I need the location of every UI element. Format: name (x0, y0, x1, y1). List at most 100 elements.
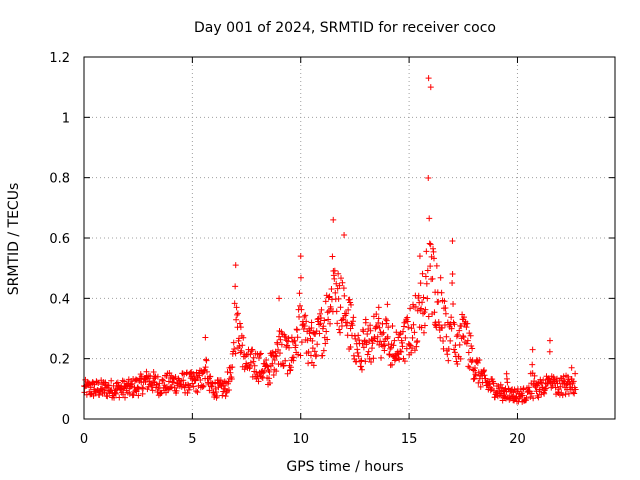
data-point (233, 316, 240, 323)
data-point (219, 392, 226, 399)
data-point (314, 341, 321, 348)
y-tick-label: 0.8 (49, 172, 70, 187)
data-point (269, 360, 276, 367)
data-point (386, 351, 393, 358)
data-point (419, 299, 426, 306)
data-point (334, 320, 341, 327)
data-point (239, 342, 246, 349)
data-point (372, 324, 379, 331)
data-point (391, 337, 398, 344)
data-point (460, 316, 467, 323)
data-point (98, 386, 105, 393)
data-point (471, 367, 478, 374)
data-point (247, 351, 254, 358)
data-point (393, 329, 400, 336)
data-point (420, 329, 427, 336)
data-point (343, 310, 350, 317)
data-point (418, 305, 425, 312)
data-point (417, 306, 424, 313)
data-point (534, 392, 541, 399)
data-point (423, 248, 430, 255)
data-point (258, 373, 265, 380)
data-point (139, 390, 146, 397)
data-point (406, 341, 413, 348)
data-point (332, 289, 339, 296)
data-point (425, 75, 432, 82)
x-tick-label: 0 (80, 432, 88, 447)
data-point (255, 354, 262, 361)
data-point (297, 352, 304, 359)
data-point (256, 351, 263, 358)
data-point (334, 285, 341, 292)
data-point (273, 353, 280, 360)
data-point (358, 357, 365, 364)
data-point (286, 344, 293, 351)
data-point (424, 295, 431, 302)
data-point (298, 306, 305, 313)
data-point (451, 321, 458, 328)
data-point (339, 279, 346, 286)
data-point (225, 378, 232, 385)
data-point (319, 352, 326, 359)
data-point (266, 375, 273, 382)
data-point (450, 301, 457, 308)
data-point (360, 344, 367, 351)
data-point (345, 306, 352, 313)
data-point (474, 359, 481, 366)
data-point (447, 337, 454, 344)
data-point (456, 341, 463, 348)
data-point (389, 361, 396, 368)
data-point (405, 324, 412, 331)
data-point (454, 361, 461, 368)
data-point (160, 377, 167, 384)
data-point (347, 344, 354, 351)
data-point (367, 327, 374, 334)
data-point (264, 363, 271, 370)
data-point (427, 263, 434, 270)
data-point (565, 390, 572, 397)
data-point (358, 366, 365, 373)
data-point (463, 324, 470, 331)
data-point (184, 389, 191, 396)
data-point (316, 321, 323, 328)
data-point (443, 333, 450, 340)
data-point (321, 317, 328, 324)
data-point (296, 302, 303, 309)
data-point (385, 324, 392, 331)
data-point (503, 370, 510, 377)
data-point (453, 333, 460, 340)
data-point (380, 329, 387, 336)
data-point (232, 262, 239, 269)
data-point (333, 280, 340, 287)
data-point (456, 327, 463, 334)
data-point (429, 275, 436, 282)
data-point (347, 325, 354, 332)
data-point (449, 280, 456, 287)
data-point (316, 330, 323, 337)
data-point (467, 332, 474, 339)
data-point (442, 305, 449, 312)
data-point (139, 384, 146, 391)
data-point (439, 324, 446, 331)
data-point (140, 385, 147, 392)
data-point (457, 355, 464, 362)
data-point (470, 376, 477, 383)
data-point (399, 328, 406, 335)
data-point (335, 270, 342, 277)
data-point (535, 394, 542, 401)
data-point (367, 322, 374, 329)
data-point (111, 394, 118, 401)
data-point (421, 322, 428, 329)
data-point (231, 300, 238, 307)
data-point (277, 336, 284, 343)
data-point (132, 376, 139, 383)
data-point (552, 384, 559, 391)
data-point (227, 369, 234, 376)
data-point (200, 383, 207, 390)
data-point (202, 364, 209, 371)
data-point (305, 360, 312, 367)
data-point (120, 391, 127, 398)
data-point (529, 361, 536, 368)
data-point (193, 388, 200, 395)
data-point (225, 386, 232, 393)
